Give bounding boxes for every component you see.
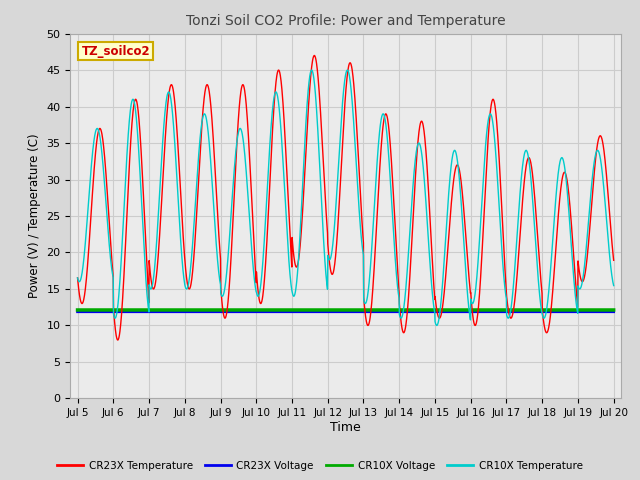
Title: Tonzi Soil CO2 Profile: Power and Temperature: Tonzi Soil CO2 Profile: Power and Temper… <box>186 14 506 28</box>
X-axis label: Time: Time <box>330 421 361 434</box>
Y-axis label: Power (V) / Temperature (C): Power (V) / Temperature (C) <box>28 134 41 298</box>
Legend: CR23X Temperature, CR23X Voltage, CR10X Voltage, CR10X Temperature: CR23X Temperature, CR23X Voltage, CR10X … <box>53 456 587 475</box>
Text: TZ_soilco2: TZ_soilco2 <box>81 45 150 58</box>
